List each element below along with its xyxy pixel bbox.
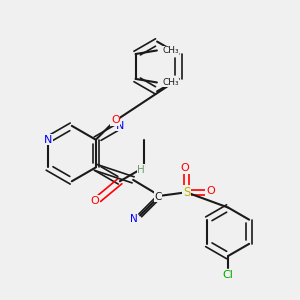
Text: S: S xyxy=(183,186,190,199)
Text: Cl: Cl xyxy=(223,271,234,281)
Text: O: O xyxy=(206,185,214,196)
Text: N: N xyxy=(130,214,138,224)
Text: CH₃: CH₃ xyxy=(162,46,179,55)
Text: H: H xyxy=(137,165,145,175)
Text: C: C xyxy=(154,192,162,202)
Text: CH₃: CH₃ xyxy=(162,78,179,87)
Text: O: O xyxy=(91,196,99,206)
Text: O: O xyxy=(180,164,189,173)
Text: O: O xyxy=(111,115,120,125)
Text: N: N xyxy=(116,121,124,131)
Text: N: N xyxy=(44,135,52,145)
